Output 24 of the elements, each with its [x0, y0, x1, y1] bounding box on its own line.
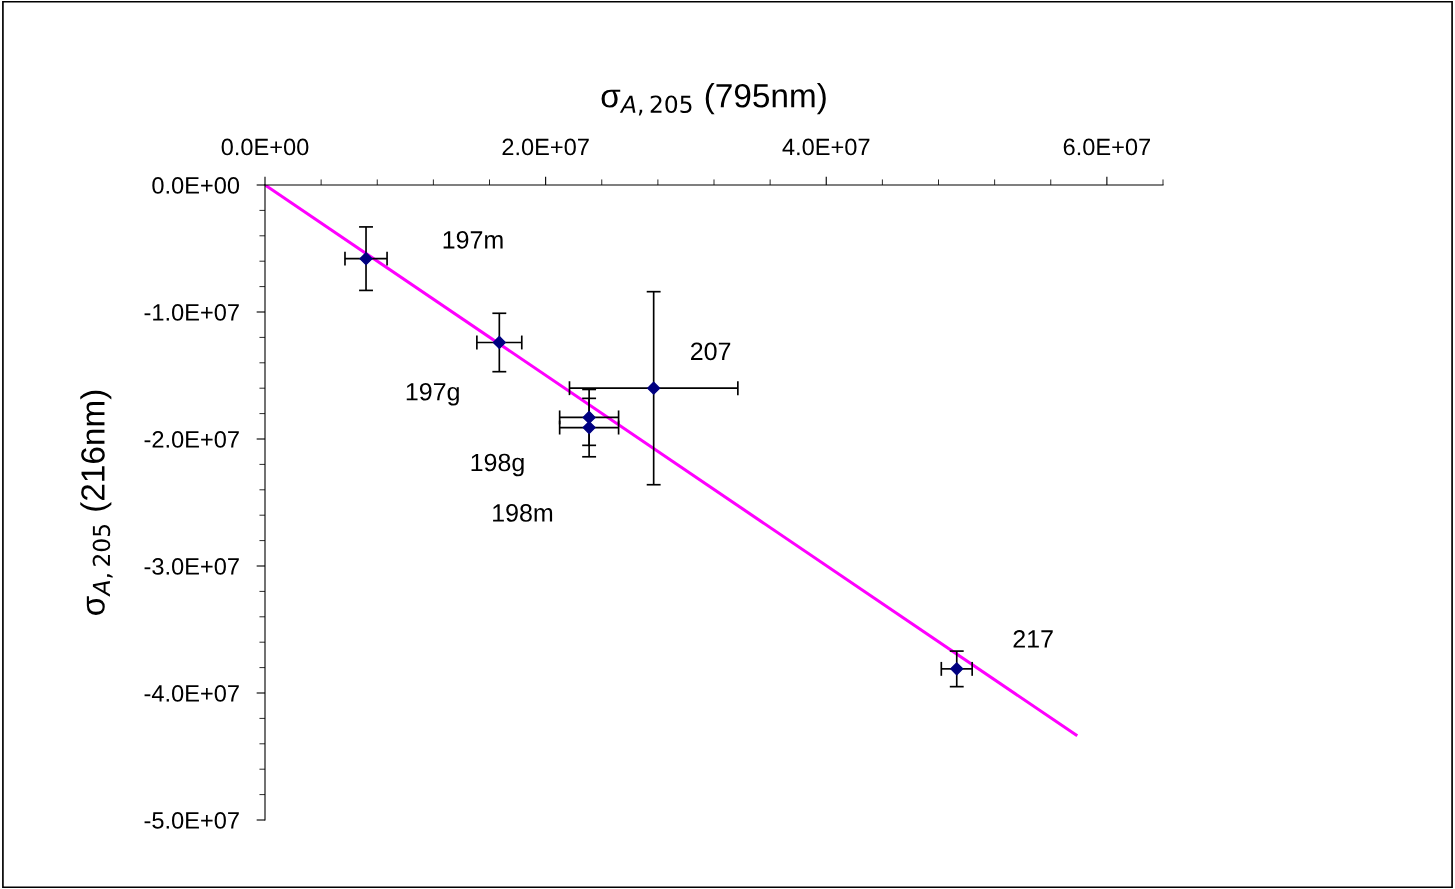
- y-tick-label: 0.0E+00: [152, 177, 240, 194]
- x-tick-label: 4.0E+07: [782, 138, 870, 156]
- x-tick-label: 0.0E+00: [221, 138, 309, 156]
- point: [582, 420, 596, 435]
- annotation: 198g: [471, 453, 524, 477]
- annotation: 198m: [493, 504, 553, 522]
- point: [359, 252, 373, 266]
- x-tick-label: 6.0E+07: [1063, 138, 1150, 156]
- y-tick-label: -2.0E+07: [144, 431, 239, 448]
- y-tick-label: -4.0E+07: [144, 685, 239, 702]
- x-axis-title: σ$_{A,205}$ (795nm): [601, 83, 826, 116]
- point: [582, 410, 596, 424]
- y-tick-label: -1.0E+07: [144, 304, 239, 321]
- annotation: 207: [691, 342, 731, 361]
- y-axis-title: σ$_{A,205}$ (216nm): [80, 390, 113, 615]
- annotation: 197g: [406, 382, 459, 406]
- point: [950, 662, 964, 676]
- y-tick-label: -3.0E+07: [144, 558, 239, 575]
- point: [647, 381, 661, 395]
- annotation: 197m: [443, 231, 503, 249]
- point: [492, 335, 506, 350]
- annotation: 217: [1013, 630, 1053, 648]
- x-tick-label: 2.0E+07: [502, 138, 589, 156]
- y-tick-label: -5.0E+07: [144, 812, 239, 829]
